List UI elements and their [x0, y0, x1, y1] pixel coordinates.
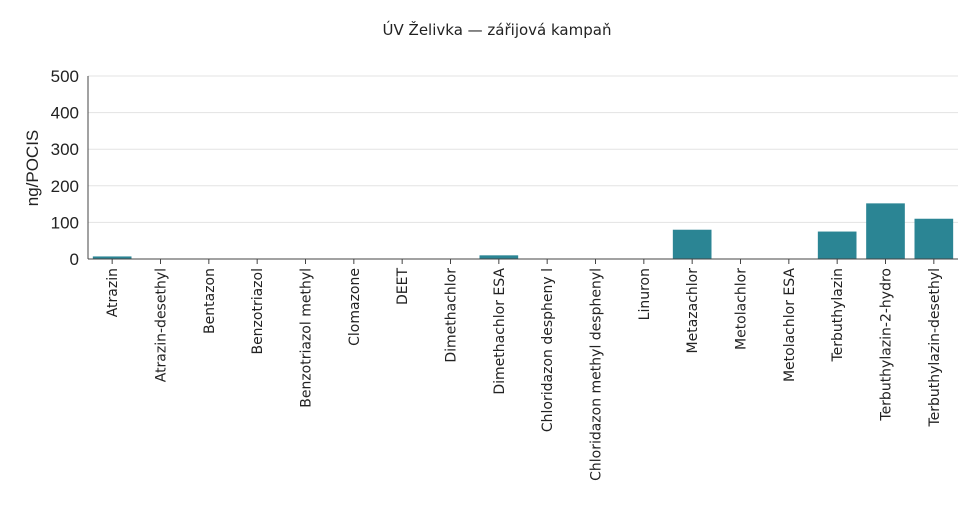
y-tick-label: 300	[51, 140, 79, 159]
y-tick-label: 400	[51, 104, 79, 123]
x-tick-label: Metazachlor	[685, 268, 701, 354]
y-tick-label: 500	[51, 67, 79, 86]
chart-title: ÚV Želivka — zářijová kampaň	[383, 20, 612, 39]
bar	[914, 218, 954, 259]
x-tick-label: Bentazon	[202, 268, 218, 334]
axes	[87, 76, 958, 260]
x-tick-label: Atrazin	[105, 268, 121, 317]
x-tick-label: Clomazone	[347, 268, 363, 346]
y-tick-label: 200	[51, 177, 79, 196]
x-tick-label: DEET	[395, 268, 411, 305]
bars	[92, 203, 954, 259]
bar	[479, 255, 519, 259]
x-tick-label: Atrazin-desethyl	[154, 268, 170, 382]
bar	[92, 256, 132, 259]
x-tick-label: Benzotriazol	[250, 268, 266, 355]
x-tick-label: Chloridazon methyl desphenyl	[589, 268, 605, 481]
bar	[866, 203, 905, 259]
x-tick-labels: Atrazin Atrazin-desethyl Bentazon Benzotria…	[105, 259, 943, 481]
gridlines	[88, 75, 958, 223]
x-tick-label: Metolachlor ESA	[782, 268, 798, 382]
y-tick-label: 0	[70, 250, 79, 269]
bar	[672, 229, 712, 259]
x-tick-label: Dimethachlor ESA	[492, 268, 508, 395]
y-tick-label: 100	[51, 213, 79, 232]
x-tick-label: Linuron	[637, 268, 653, 320]
x-tick-label: Terbuthylazin	[830, 268, 846, 363]
x-tick-label: Terbuthylazin-2-hydro	[879, 268, 895, 422]
x-tick-label: Terbuthylazin-desethyl	[927, 268, 943, 428]
x-tick-label: Dimethachlor	[444, 268, 460, 363]
y-axis-label: ng/POCIS	[23, 130, 42, 207]
y-tick-labels: 0 100 200 300 400 500	[51, 67, 79, 269]
x-tick-label: Chloridazon despheny l	[540, 268, 556, 432]
x-tick-label: Metolachlor	[734, 268, 750, 350]
x-tick-label: Benzotriazol methyl	[299, 268, 315, 408]
bar	[817, 231, 857, 259]
